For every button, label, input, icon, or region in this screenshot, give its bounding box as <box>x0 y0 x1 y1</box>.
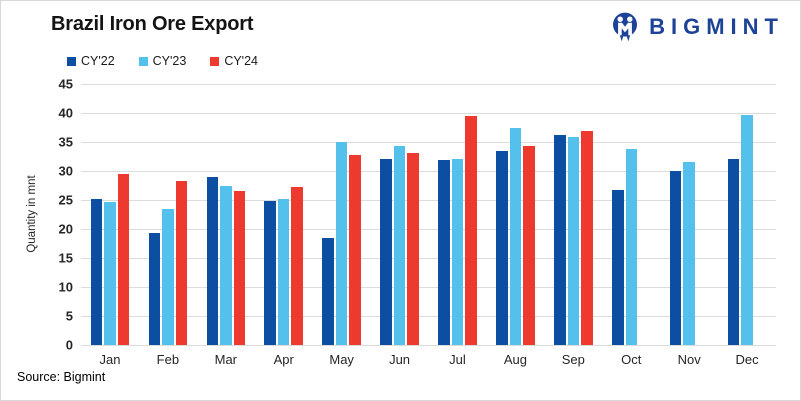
bar-cy24-feb <box>175 180 188 345</box>
bar-cy24-jul <box>465 116 477 345</box>
y-tick-label: 40 <box>58 105 73 121</box>
y-tick-label: 25 <box>58 192 73 208</box>
bar-group-oct <box>602 84 660 345</box>
bar-group-jan <box>81 84 139 345</box>
bar-cy24-jan <box>117 174 130 345</box>
y-ticks: 45 40 35 30 25 20 15 10 5 0 <box>1 77 73 353</box>
bar-group-may <box>313 84 371 345</box>
y-tick-label: 35 <box>58 134 73 150</box>
bar-group-apr <box>255 84 313 345</box>
bar-cy23-feb <box>162 208 174 345</box>
x-labels: Jan Feb Mar Apr May Jun Jul Aug Sep Oct Nov Dec <box>81 352 776 367</box>
bigmint-logo-text: BIGMINT <box>649 14 784 39</box>
plot-area <box>81 84 776 346</box>
bar-group-jul <box>429 84 487 345</box>
y-tick-label: 5 <box>65 308 73 324</box>
bar-group-feb <box>139 84 197 345</box>
gridline <box>81 345 776 346</box>
bar-cy22-nov <box>669 171 682 345</box>
x-axis-label-dec: Dec <box>735 352 759 367</box>
legend-swatch-cy23 <box>138 56 148 66</box>
legend: CY'22 CY'23 CY'24 <box>67 54 258 68</box>
bar-cy23-aug <box>509 128 522 345</box>
bar-cy24-jun <box>407 153 419 345</box>
gridline <box>81 316 776 317</box>
bar-cy22-mar <box>206 177 219 345</box>
gridline <box>81 171 776 172</box>
y-tick-label: 15 <box>58 250 73 266</box>
gridline <box>81 113 776 114</box>
legend-swatch-cy22 <box>67 56 76 66</box>
legend-swatch-cy24 <box>210 56 220 66</box>
x-axis-label-oct: Oct <box>621 352 642 367</box>
bar-group-mar <box>197 84 255 345</box>
gridline <box>81 258 776 259</box>
x-axis-label-sep: Sep <box>561 352 585 367</box>
bar-cy24-sep <box>581 130 593 345</box>
bar-group-dec <box>718 84 776 345</box>
legend-item-cy24: CY'24 <box>210 54 258 68</box>
bar-cy23-jan <box>104 202 116 345</box>
x-axis-label-jan: Jan <box>99 352 121 367</box>
bar-cy23-oct <box>625 148 637 345</box>
bar-group-jun <box>371 84 429 345</box>
legend-item-cy22: CY'22 <box>67 54 115 68</box>
bar-cy22-aug <box>496 151 508 345</box>
bigmint-logo: BIGMINT <box>610 11 784 43</box>
legend-label: CY'22 <box>81 54 115 68</box>
gridline <box>81 200 776 201</box>
bar-cy23-sep <box>567 137 580 345</box>
bar-cy22-apr <box>264 201 276 345</box>
bar-group-nov <box>660 84 718 345</box>
bar-cy22-may <box>322 237 334 345</box>
bar-cy22-dec <box>727 158 740 345</box>
bar-cy22-jun <box>380 159 392 345</box>
bar-cy24-mar <box>233 191 246 345</box>
plot-groups <box>81 84 776 345</box>
x-axis-label-jun: Jun <box>389 352 411 367</box>
bigmint-logo-icon <box>613 12 638 42</box>
y-tick-label: 0 <box>65 337 73 353</box>
legend-item-cy23: CY'23 <box>138 54 187 68</box>
source-note: Source: Bigmint <box>17 370 106 384</box>
bar-cy24-may <box>349 154 361 345</box>
x-axis-label-feb: Feb <box>156 352 180 367</box>
bar-cy22-jul <box>438 159 450 345</box>
bar-cy22-sep <box>554 135 566 345</box>
x-axis-label-mar: Mar <box>214 352 237 367</box>
y-tick-label: 45 <box>58 76 73 92</box>
bar-cy23-nov <box>683 161 695 345</box>
bar-group-aug <box>486 84 544 345</box>
bar-group-sep <box>544 84 602 345</box>
legend-label: CY'24 <box>224 54 258 68</box>
gridline <box>81 142 776 143</box>
x-axis-label-aug: Aug <box>503 352 527 367</box>
bar-cy23-jun <box>393 146 406 345</box>
bar-cy22-jan <box>90 198 103 345</box>
chart-title: Brazil Iron Ore Export <box>51 13 254 35</box>
x-axis-label-may: May <box>329 352 354 367</box>
bar-cy24-aug <box>523 146 535 345</box>
gridline <box>81 229 776 230</box>
y-tick-label: 30 <box>58 163 73 179</box>
bar-cy23-apr <box>277 199 290 345</box>
y-tick-label: 20 <box>58 221 73 237</box>
bar-cy22-oct <box>612 190 624 345</box>
bar-cy24-apr <box>291 186 303 345</box>
x-axis-label-nov: Nov <box>677 352 701 367</box>
legend-label: CY'23 <box>152 54 187 68</box>
gridline <box>81 287 776 288</box>
y-tick-label: 10 <box>58 279 73 295</box>
bar-cy23-jul <box>451 158 464 345</box>
bar-cy23-may <box>335 142 348 345</box>
x-axis-label-jul: Jul <box>449 352 466 367</box>
gridline <box>81 84 776 85</box>
x-axis-label-apr: Apr <box>273 352 294 367</box>
bar-cy23-mar <box>220 186 232 345</box>
bar-cy23-dec <box>741 114 753 345</box>
bar-cy22-feb <box>148 233 161 345</box>
